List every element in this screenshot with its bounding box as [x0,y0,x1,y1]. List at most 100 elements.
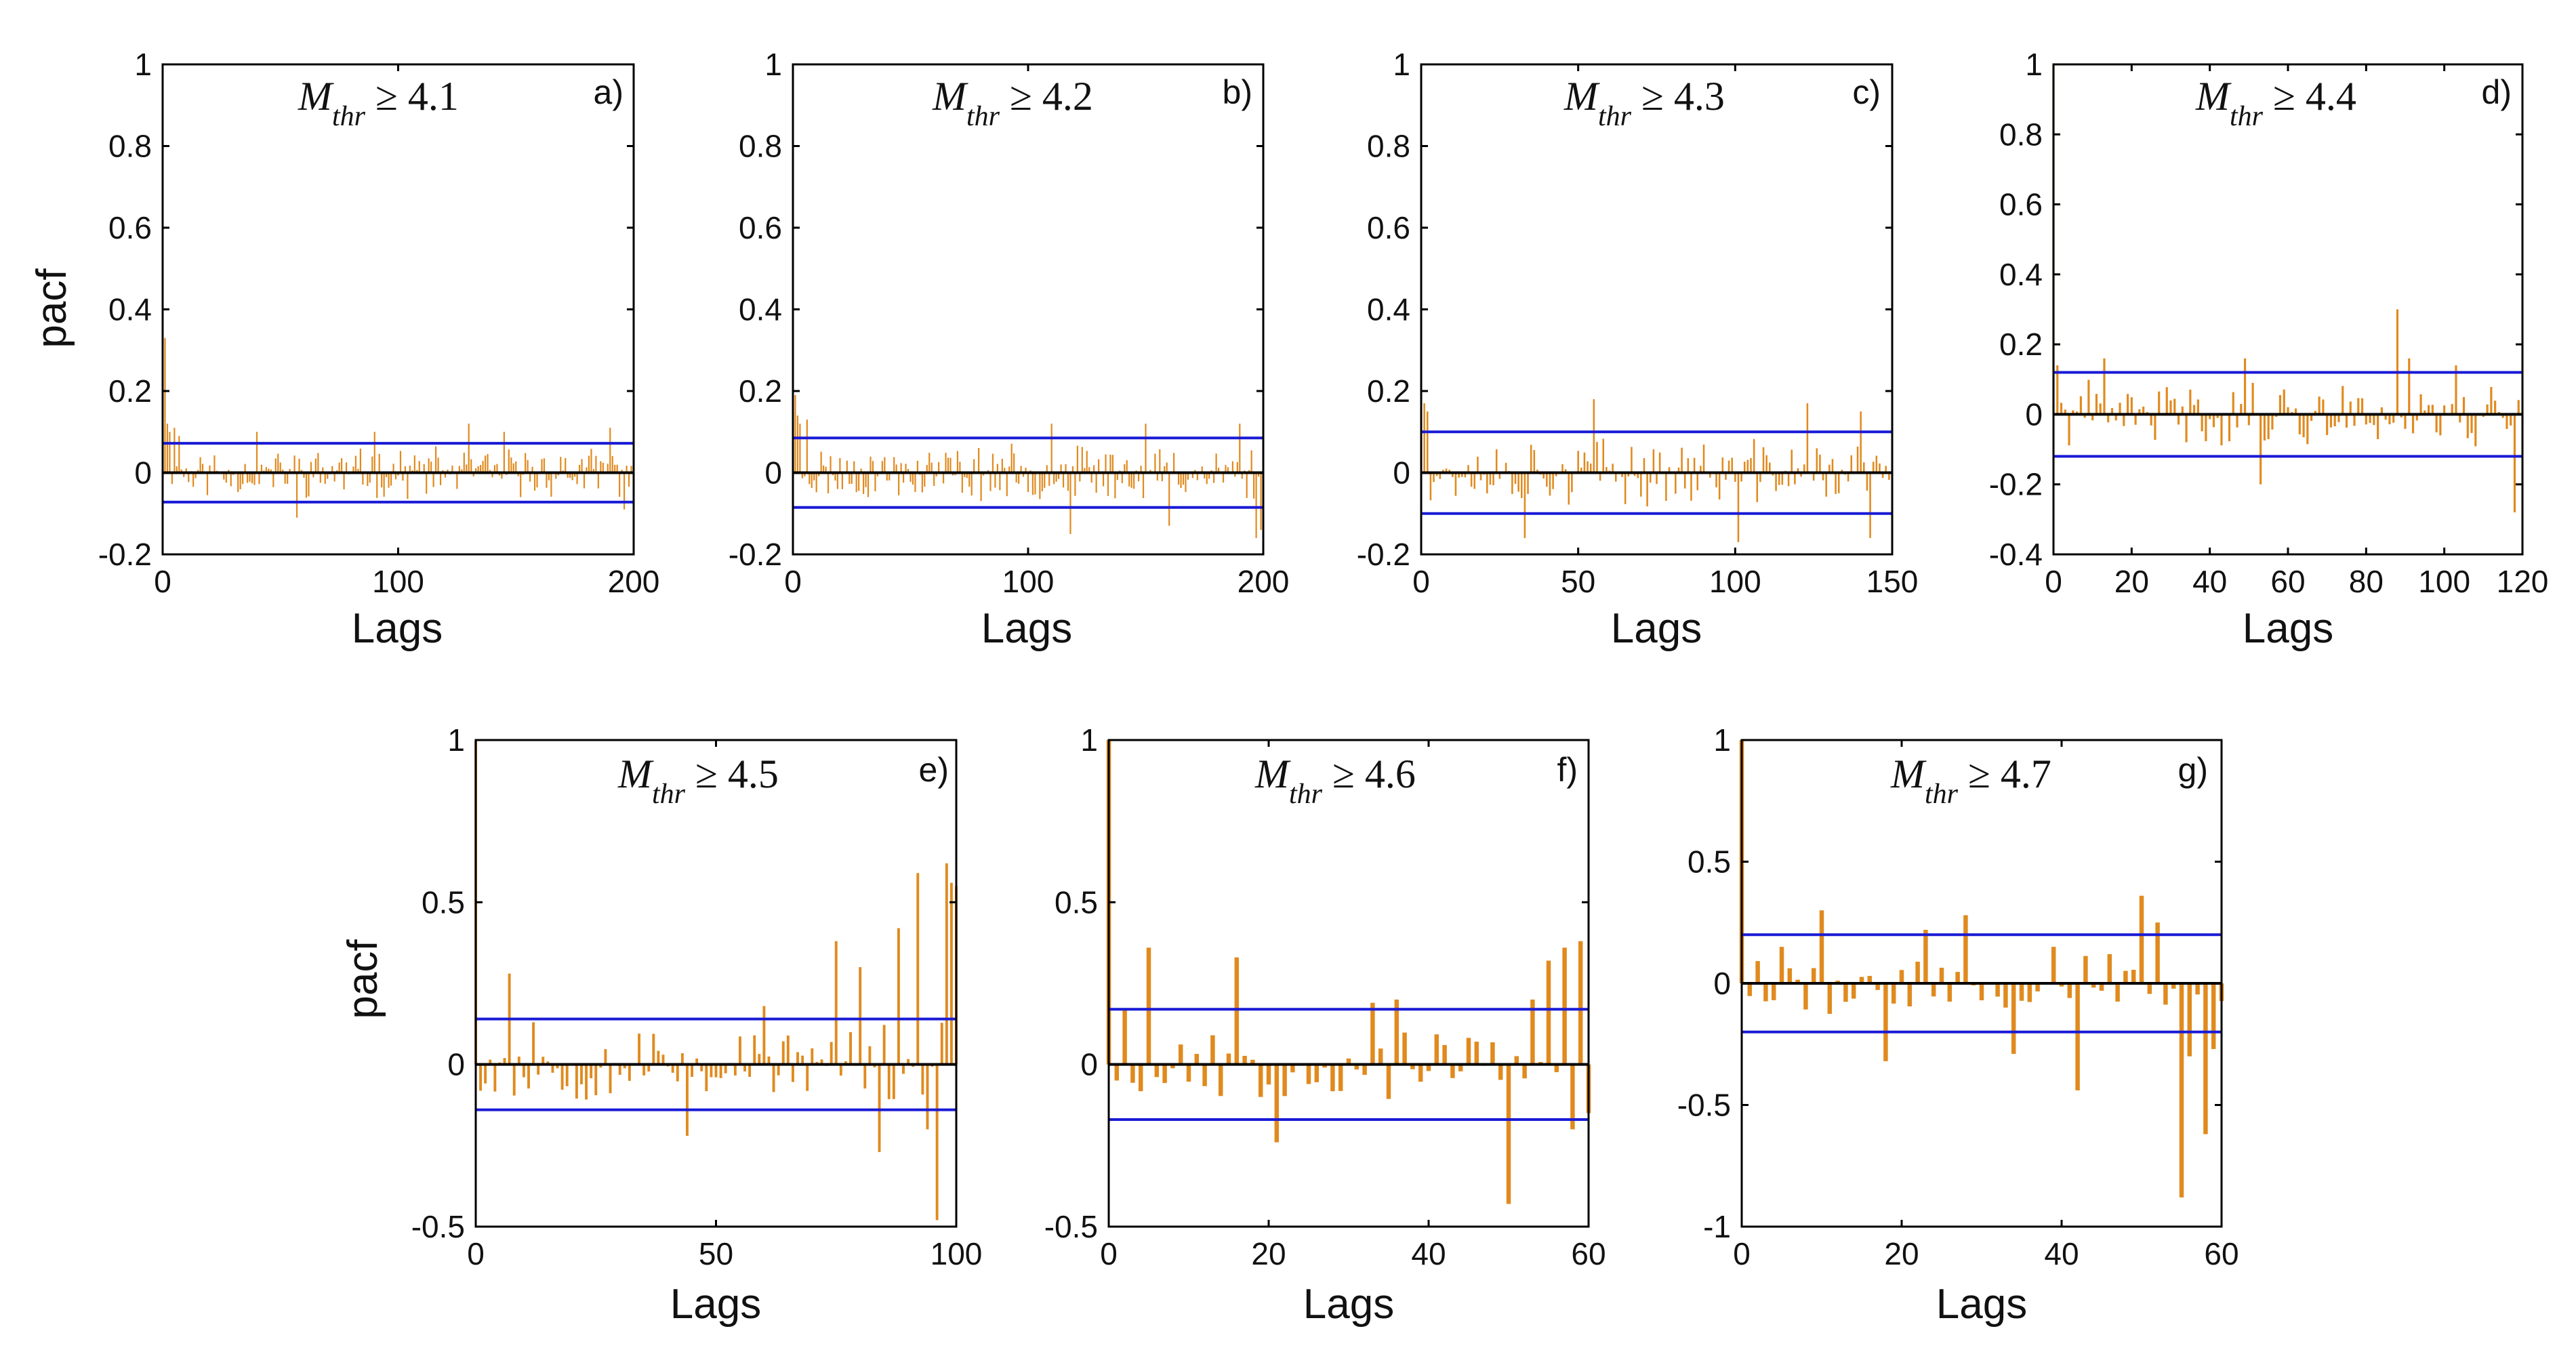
pacf-bar-f-lag-2 [1122,1009,1127,1065]
pacf-bar-b-lag-30 [863,472,865,494]
pacf-bar-g-lag-20 [1899,970,1904,983]
pacf-bar-a-lag-81 [352,466,354,473]
pacf-bar-b-lag-88 [999,472,1001,491]
pacf-bar-a-lag-113 [428,458,430,473]
pacf-bar-d-lag-20 [2130,397,2133,415]
ytick-labels-c: -0.2 0 0.2 0.4 0.6 0.8 1 [1357,47,1410,572]
pacf-bar-d-lag-53 [2260,414,2262,485]
pacf-bar-b-lag-67 [949,457,952,473]
ytick-label-g-1: -0.5 [1677,1088,1731,1123]
ytick-labels-d: -0.4 -0.2 0 0.2 0.4 0.6 0.8 1 [1989,47,2043,572]
pacf-bar-a-lag-36 [247,472,249,483]
pacf-bar-b-lag-164 [1177,472,1180,485]
ytick-labels-b: -0.2 0 0.2 0.4 0.6 0.8 1 [729,47,782,572]
pacf-bar-a-lag-175 [574,472,576,477]
panel-title-c: Mthr ≥ 4.3 [1563,74,1725,132]
pacf-bar-d-lag-66 [2310,414,2313,422]
xtick-label-g-1: 20 [1884,1236,1919,1271]
pacf-bar-f-lag-49 [1498,1064,1503,1080]
xtick-label-c-3: 150 [1866,564,1919,599]
pacf-bar-b-lag-116 [1065,464,1067,473]
pacf-bar-a-lag-162 [543,458,546,473]
pacf-bar-a-lag-178 [581,459,583,473]
pacf-bar-f-lag-31 [1354,1064,1359,1070]
pacf-bar-a-lag-154 [525,453,527,473]
pacf-bar-b-lag-154 [1154,453,1156,473]
pacf-bar-e-lag-54 [733,1064,737,1076]
pacf-bar-b-lag-125 [1086,451,1088,473]
pacf-bar-d-lag-87 [2392,414,2395,423]
pacf-bar-d-lag-95 [2424,410,2426,415]
xtick-label-g-2: 40 [2044,1236,2079,1271]
pacf-bar-b-lag-175 [1204,472,1206,479]
pacf-bar-d-lag-59 [2283,389,2285,415]
pacf-bar-e-lag-98 [945,863,948,1065]
pacf-bar-c-lag-119 [1794,472,1796,485]
pacf-bar-g-lag-35 [2019,983,2024,1001]
pacf-bar-b-lag-156 [1159,449,1161,473]
pacf-bar-e-lag-36 [647,1064,651,1072]
pacf-bar-b-lag-165 [1180,472,1182,489]
pacf-bar-d-lag-45 [2228,414,2231,442]
xtick-labels-g: 0 20 40 60 [1733,1236,2238,1271]
pacf-bar-a-lag-148 [510,457,512,473]
xtick-labels-d: 0 20 40 60 80 100 120 [2045,564,2548,599]
pacf-bar-b-lag-176 [1206,472,1208,485]
xtick-label-e-0: 0 [467,1236,485,1271]
pacf-bar-b-lag-15 [827,472,830,493]
pacf-bar-b-lag-85 [991,453,994,473]
pacf-bar-b-lag-89 [1001,459,1003,473]
axes-frame-e [474,739,958,1228]
pacf-bar-f-lag-13 [1210,1035,1215,1065]
pacf-bar-b-lag-39 [884,457,886,473]
pacf-bar-b-lag-102 [1031,472,1034,495]
pacf-bar-d-lag-106 [2466,414,2469,438]
pacf-bar-c-lag-106 [1753,438,1755,473]
pacf-bar-c-lag-101 [1737,472,1740,542]
pacf-bar-f-lag-28 [1330,1064,1335,1092]
pacf-bar-a-lag-109 [418,461,420,473]
pacf-bar-c-lag-2 [1426,411,1429,473]
title-subscript-g: thr [1925,779,1959,810]
pacf-bar-b-lag-145 [1133,472,1135,489]
x-axis-label-g: Lags [1936,1281,2027,1328]
pacf-bar-b-lag-40 [886,472,888,481]
pacf-bar-b-lag-84 [989,472,991,491]
pacf-bar-c-lag-137 [1850,455,1853,473]
pacf-bar-g-lag-36 [2027,983,2032,1002]
pacf-bar-e-lag-10 [522,1064,525,1078]
pacf-bar-d-lag-115 [2501,414,2504,418]
pacf-bar-c-lag-30 [1514,472,1517,484]
pacf-bar-b-lag-26 [853,461,855,473]
pacf-bar-g-lag-56 [2187,983,2192,1057]
pacf-bar-d-lag-55 [2267,414,2270,439]
pacf-bar-b-lag-193 [1246,472,1248,498]
pacf-bar-b-lag-147 [1137,472,1140,482]
pacf-bar-e-lag-12 [532,1022,535,1065]
ytick-label-b-3: 0.4 [739,292,782,327]
pacf-bar-c-lag-86 [1690,472,1692,501]
pacf-bar-c-lag-37 [1536,469,1538,473]
pacf-bar-f-lag-46 [1474,1042,1479,1065]
pacf-bar-e-lag-45 [691,1064,693,1078]
pacf-bar-a-lag-158 [533,472,536,491]
pacf-bar-b-lag-51 [912,472,914,485]
pacf-bar-f-lag-57 [1562,947,1567,1065]
pacf-bar-c-lag-83 [1681,447,1683,473]
bars-f [1106,740,1591,1204]
pacf-bar-d-lag-100 [2443,405,2446,415]
pacf-bar-c-lag-145 [1875,455,1878,473]
title-subscript-c: thr [1598,101,1632,132]
pacf-bar-a-lag-185 [597,472,599,489]
pacf-bar-c-lag-132 [1835,472,1837,494]
title-subscript-d: thr [2230,101,2264,132]
pacf-bar-b-lag-6 [806,419,808,473]
pacf-bar-e-lag-3 [489,1059,492,1065]
pacf-bar-e-lag-2 [484,1064,487,1084]
pacf-bar-b-lag-181 [1217,468,1220,473]
pacf-bar-b-lag-136 [1111,455,1114,473]
pacf-bar-d-lag-71 [2329,414,2333,428]
pacf-bar-c-lag-71 [1643,458,1645,473]
pacf-bar-a-lag-116 [435,446,437,473]
pacf-bar-a-lag-169 [560,457,562,473]
